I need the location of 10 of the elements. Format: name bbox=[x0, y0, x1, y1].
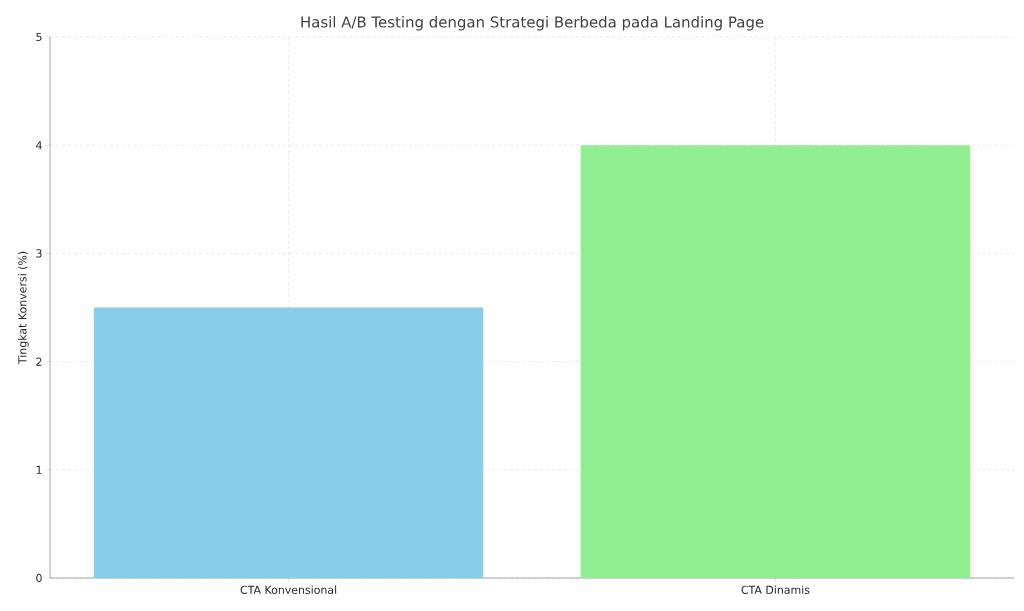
x-tick-label: CTA Dinamis bbox=[741, 585, 810, 594]
y-tick-label: 1 bbox=[36, 465, 42, 474]
y-tick-label: 0 bbox=[36, 573, 42, 583]
y-tick-label: 4 bbox=[36, 141, 42, 150]
y-tick-label: 3 bbox=[36, 249, 42, 258]
chart-title: Hasil A/B Testing dengan Strategi Berbeda pada Landing Page bbox=[301, 16, 764, 31]
y-tick-label: 5 bbox=[36, 32, 42, 42]
y-axis-title: Tingkat Konversi (%) bbox=[18, 251, 29, 365]
x-tick-label: CTA Konvensional bbox=[240, 585, 337, 594]
y-tick-label: 2 bbox=[36, 357, 42, 366]
